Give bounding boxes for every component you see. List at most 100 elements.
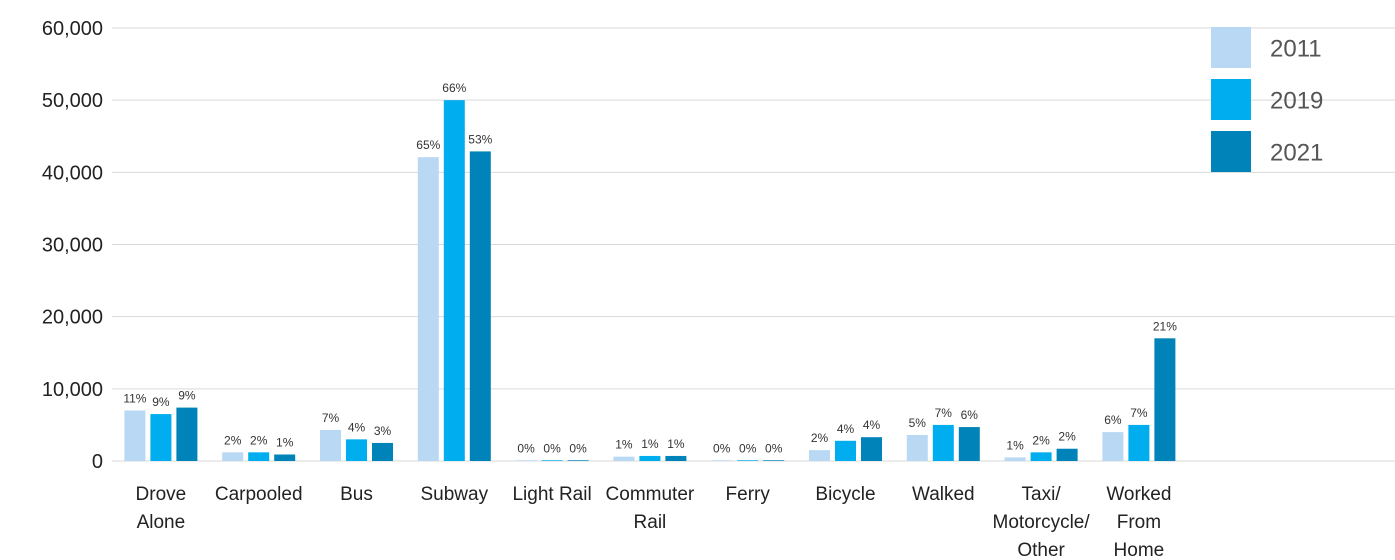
data-label: 2% [811, 431, 829, 445]
bar-2011-8 [906, 435, 928, 461]
x-tick-label: Ferry [726, 484, 771, 505]
data-label: 4% [863, 418, 881, 432]
x-tick-label-line: Other [1017, 540, 1065, 560]
data-label: 4% [837, 422, 855, 436]
bar-2011-10 [1102, 432, 1124, 461]
bar-2019-7 [835, 440, 856, 461]
data-label: 1% [1006, 438, 1024, 452]
y-tick-label: 40,000 [42, 162, 103, 184]
data-label: 0% [765, 441, 783, 455]
bar-2011-1 [222, 452, 244, 461]
bar-2021-9 [1056, 448, 1078, 461]
bar-2011-3 [417, 157, 439, 461]
bar-2019-3 [443, 100, 465, 462]
y-tick-label: 20,000 [42, 307, 103, 329]
x-tick-label-line: Worked [1106, 484, 1171, 505]
data-label: 7% [1130, 406, 1148, 420]
y-tick-label: 0 [92, 451, 103, 473]
data-label: 1% [641, 437, 659, 451]
legend-label: 2019 [1270, 88, 1323, 115]
bar-2021-0 [176, 407, 198, 461]
bar-2021-10 [1154, 338, 1176, 461]
bar-2019-8 [932, 424, 954, 461]
data-label: 1% [667, 437, 685, 451]
y-tick-label: 10,000 [42, 379, 103, 401]
data-label: 0% [543, 441, 561, 455]
data-labels-layer: 11% 9% 9% 2% 2% 1% 7% 4% 3% 65% 66% 53% 0% 0% 0% 1% 1% 1%… [123, 81, 1177, 455]
bar-2011-6 [711, 460, 733, 461]
data-label: 4% [348, 420, 366, 434]
bar-2019-4 [541, 460, 563, 461]
x-tick-label-line: Taxi/ [1022, 484, 1062, 505]
x-tick-label-line: Home [1114, 540, 1165, 560]
x-tick-label-line: Bus [340, 484, 373, 505]
bar-2019-5 [639, 455, 661, 461]
bar-2019-10 [1128, 424, 1150, 461]
x-tick-label-line: From [1117, 512, 1161, 533]
x-tick-label: Commuter Rail [606, 484, 695, 533]
legend-label: 2021 [1270, 140, 1323, 167]
x-tick-label: Walked [912, 484, 975, 505]
bar-2021-5 [665, 455, 687, 461]
data-label: 9% [178, 389, 196, 403]
data-label: 65% [416, 138, 440, 152]
legend-swatch-2021 [1211, 131, 1251, 172]
bar-2021-4 [567, 460, 589, 461]
bars-layer [124, 100, 1176, 462]
x-tick-label: Subway [420, 484, 488, 505]
x-tick-label-line: Commuter [606, 484, 695, 505]
x-tick-label-line: Drove [136, 484, 187, 505]
y-tick-label: 30,000 [42, 235, 103, 257]
data-label: 2% [1032, 433, 1050, 447]
bar-2019-2 [346, 439, 367, 461]
x-tick-label-line: Carpooled [215, 484, 303, 505]
y-tick-label: 60,000 [42, 18, 103, 40]
bar-2011-5 [613, 456, 635, 461]
data-label: 2% [250, 433, 268, 447]
data-label: 21% [1153, 319, 1177, 333]
x-tick-label: Light Rail [512, 484, 591, 505]
bar-2011-7 [809, 450, 830, 461]
legend-swatch-2011 [1211, 27, 1251, 68]
bar-2021-6 [763, 460, 785, 461]
bar-2011-2 [320, 429, 341, 461]
data-label: 0% [739, 441, 757, 455]
x-tick-label: Carpooled [215, 484, 303, 505]
data-label: 3% [374, 424, 392, 438]
x-tick-label-line: Walked [912, 484, 975, 505]
bar-2021-2 [372, 442, 393, 461]
bar-2021-3 [469, 151, 491, 461]
data-label: 5% [909, 416, 927, 430]
data-label: 7% [935, 406, 953, 420]
data-label: 6% [1104, 413, 1122, 427]
grid-layer [112, 27, 1395, 462]
x-tick-label-line: Subway [420, 484, 488, 505]
bar-2019-9 [1030, 452, 1052, 461]
x-tick-label-line: Light Rail [512, 484, 591, 505]
data-label: 2% [224, 433, 242, 447]
bar-2011-4 [515, 460, 537, 461]
legend: 2011 2019 2021 [1211, 27, 1323, 172]
legend-swatch-2019 [1211, 79, 1251, 120]
data-label: 6% [961, 408, 979, 422]
x-axis: Drove Alone Carpooled Bus Subway Light Rail Co… [136, 484, 1172, 560]
x-tick-label-line: Bicycle [815, 484, 875, 505]
data-label: 1% [615, 438, 633, 452]
y-axis: 0 10,000 20,000 30,000 40,000 50,000 60,000 [42, 18, 103, 473]
data-label: 0% [517, 441, 535, 455]
x-tick-label-line: Ferry [726, 484, 771, 505]
data-label: 53% [468, 132, 492, 146]
legend-label: 2011 [1270, 36, 1322, 63]
x-tick-label-line: Motorcycle/ [993, 512, 1091, 533]
data-label: 2% [1058, 430, 1076, 444]
x-tick-label: Worked From Home [1106, 484, 1171, 560]
x-tick-label: Bicycle [815, 484, 875, 505]
data-label: 0% [569, 441, 587, 455]
bar-2019-1 [248, 452, 270, 461]
bar-2019-0 [150, 414, 172, 461]
x-tick-label: Taxi/Motorcycle/Other [993, 484, 1091, 560]
data-label: 66% [442, 81, 466, 95]
data-label: 9% [152, 395, 170, 409]
